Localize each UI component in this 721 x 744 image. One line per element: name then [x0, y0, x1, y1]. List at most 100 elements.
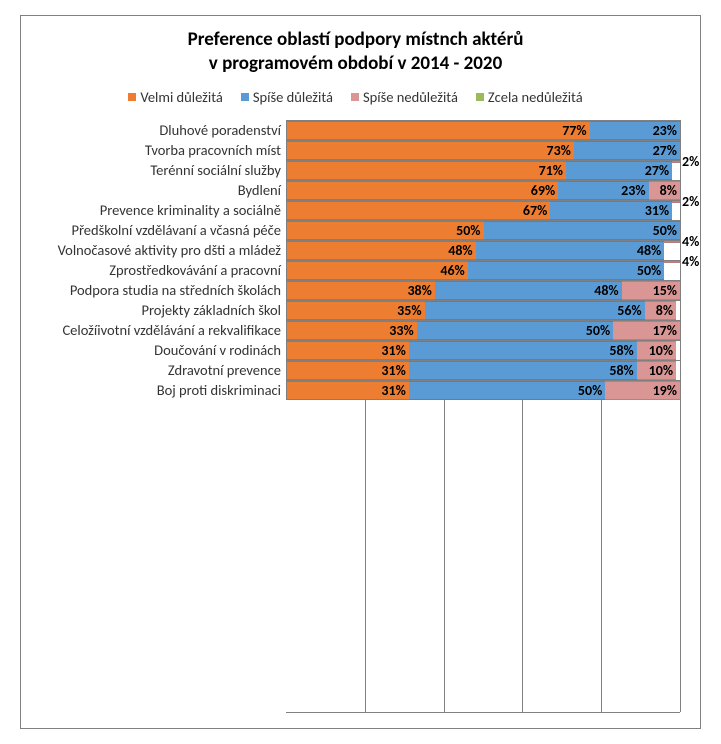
legend-swatch	[128, 93, 136, 101]
bar-segment: 48%	[287, 241, 476, 260]
category-label: Dluhové poradenství	[159, 121, 287, 139]
bar-segment: 56%	[425, 301, 645, 320]
bar-row: Boj proti diskriminaci31%50%19%	[287, 381, 680, 400]
bar-row: Předškolní vzdělávaní a včasná péče50%50…	[287, 221, 680, 241]
bar-segment: 4%	[664, 241, 680, 243]
bar-segment: 50%	[484, 221, 681, 240]
bar-row: Zprostředkovávání a pracovní46%50%4%	[287, 261, 680, 281]
bar-track: 73%27%	[287, 141, 680, 160]
category-label: Projekty základních škol	[142, 301, 288, 319]
title-line-1: Preference oblastí podpory místnch aktér…	[188, 28, 524, 51]
legend-item-2: Spíše nedůležitá	[351, 88, 458, 106]
bar-row: Bydlení69%23%8%	[287, 181, 680, 201]
bar-segment: 48%	[476, 241, 665, 260]
category-label: Volnočasové aktivity pro dšti a mládež	[58, 241, 287, 259]
bar-segment: 71%	[287, 161, 566, 180]
category-label: Zprostředkovávání a pracovní	[109, 261, 287, 279]
category-label: Bydlení	[238, 181, 287, 199]
bar-segment: 27%	[574, 141, 680, 160]
bar-track: 50%50%	[287, 221, 680, 240]
bar-segment: 23%	[590, 121, 680, 140]
bar-row: Doučování v rodinách31%58%10%	[287, 341, 680, 361]
category-label: Doučování v rodinách	[154, 341, 287, 359]
category-label: Terénní sociální služby	[150, 161, 287, 179]
bar-row: Terénní sociální služby71%27%2%	[287, 161, 680, 181]
legend-swatch	[351, 93, 359, 101]
bar-row: Tvorba pracovních míst73%27%	[287, 141, 680, 161]
bar-value-label: 4%	[680, 233, 699, 250]
bar-track: 48%48%4%	[287, 241, 680, 260]
bar-row: Celožíivotní vzdělávání a rekvalifikace3…	[287, 321, 680, 341]
bar-track: 35%56%8%	[287, 301, 680, 320]
bar-segment: 10%	[637, 361, 676, 380]
legend: Velmi důležitá Spíše důležitá Spíše nedůle…	[31, 88, 680, 106]
category-label: Celožíivotní vzdělávání a rekvalifikace	[62, 321, 287, 339]
category-label: Předškolní vzdělávaní a včasná péče	[71, 221, 287, 239]
bar-track: 46%50%4%	[287, 261, 680, 280]
bar-segment: 31%	[550, 201, 672, 220]
bar-segment: 46%	[287, 261, 468, 280]
chart-container: Preference oblastí podpory místnch aktér…	[20, 15, 701, 729]
legend-item-1: Spíše důležitá	[241, 88, 333, 106]
legend-swatch	[241, 93, 249, 101]
bar-row: Prevence kriminality a sociálně67%31%2%	[287, 201, 680, 221]
bar-segment: 23%	[558, 181, 648, 200]
bar-segment: 35%	[287, 301, 425, 320]
plot: Dluhové poradenství77%23%Tvorba pracovní…	[286, 120, 680, 400]
bar-segment: 50%	[287, 221, 484, 240]
bar-segment: 27%	[566, 161, 672, 180]
bar-segment: 4%	[664, 261, 680, 263]
bar-segment: 31%	[287, 361, 409, 380]
bar-segment: 8%	[645, 301, 676, 320]
bar-segment: 73%	[287, 141, 574, 160]
legend-swatch	[476, 93, 484, 101]
category-label: Zdravotní prevence	[168, 361, 287, 379]
bar-segment: 8%	[649, 181, 680, 200]
title-line-2: v programovém období v 2014 - 2020	[209, 52, 502, 75]
bar-track: 31%50%19%	[287, 381, 680, 400]
bar-value-label: 4%	[680, 253, 699, 270]
bar-track: 71%27%2%	[287, 161, 680, 180]
bar-segment: 48%	[435, 281, 622, 300]
bar-segment: 2%	[672, 201, 680, 203]
chart-title: Preference oblastí podpory místnch aktér…	[31, 28, 680, 76]
bar-segment: 38%	[287, 281, 435, 300]
bar-row: Dluhové poradenství77%23%	[287, 121, 680, 141]
bar-segment: 58%	[409, 361, 637, 380]
category-label: Boj proti diskriminaci	[157, 381, 287, 399]
bar-track: 77%23%	[287, 121, 680, 140]
category-label: Podpora studia na středních školách	[70, 281, 287, 299]
bar-track: 67%31%2%	[287, 201, 680, 220]
bar-track: 33%50%17%	[287, 321, 680, 340]
bar-track: 31%58%10%	[287, 361, 680, 380]
bar-segment: 17%	[613, 321, 680, 340]
bar-segment: 50%	[468, 261, 665, 280]
plot-area: Dluhové poradenství77%23%Tvorba pracovní…	[286, 120, 680, 714]
bar-segment: 31%	[287, 381, 409, 400]
legend-label: Spíše důležitá	[253, 88, 333, 106]
bar-segment: 33%	[287, 321, 417, 340]
bar-segment: 2%	[672, 161, 680, 163]
bar-segment: 19%	[605, 381, 680, 400]
bar-segment: 50%	[417, 321, 614, 340]
bar-segment: 10%	[637, 341, 676, 360]
bar-segment: 50%	[409, 381, 606, 400]
bar-row: Podpora studia na středních školách38%48…	[287, 281, 680, 301]
bar-row: Projekty základních škol35%56%8%	[287, 301, 680, 321]
legend-item-3: Zcela nedůležitá	[476, 88, 583, 106]
bar-segment: 31%	[287, 341, 409, 360]
bar-segment: 67%	[287, 201, 550, 220]
legend-label: Velmi důležitá	[140, 88, 223, 106]
bar-segment: 15%	[622, 281, 680, 300]
category-label: Prevence kriminality a sociálně	[100, 201, 287, 219]
bar-value-label: 2%	[680, 193, 699, 210]
bar-track: 69%23%8%	[287, 181, 680, 200]
legend-label: Zcela nedůležitá	[488, 88, 583, 106]
bar-track: 38%48%15%	[287, 281, 680, 300]
bar-segment: 58%	[409, 341, 637, 360]
legend-label: Spíše nedůležitá	[363, 88, 458, 106]
category-label: Tvorba pracovních míst	[145, 141, 287, 159]
bar-segment: 69%	[287, 181, 558, 200]
bar-value-label: 2%	[680, 153, 699, 170]
bar-segment: 77%	[287, 121, 590, 140]
